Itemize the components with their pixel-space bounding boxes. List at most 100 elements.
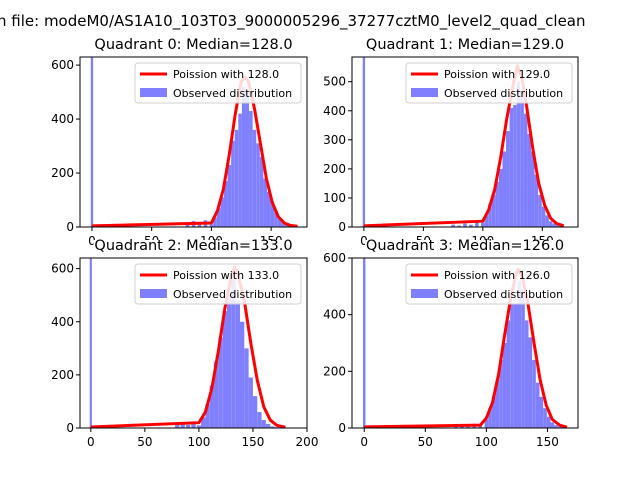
histogram-bar <box>488 203 492 227</box>
y-tick-label: 0 <box>338 220 346 234</box>
axes-frame <box>351 56 579 228</box>
histogram-bar <box>550 422 555 428</box>
histogram-bar <box>488 408 492 428</box>
axes-frame <box>351 257 579 429</box>
legend-bar-swatch <box>140 289 167 298</box>
histogram-bar <box>457 225 461 227</box>
histogram-bar <box>554 425 558 428</box>
histogram-bar <box>185 424 191 428</box>
y-tick-label: 400 <box>51 315 74 329</box>
x-tick-label: 100 <box>475 435 498 449</box>
histogram-bar <box>475 221 479 227</box>
histogram-bar <box>484 419 489 428</box>
legend: Poission with 129.0 Observed distribution <box>405 62 573 104</box>
histogram-bar <box>534 174 539 227</box>
histogram-bar <box>266 191 271 227</box>
x-tick-label: 0 <box>360 435 368 449</box>
histogram-bar <box>557 426 562 428</box>
histogram-bar <box>513 303 518 428</box>
legend-label: Observed distribution <box>444 87 563 100</box>
y-tick-label: 200 <box>323 364 346 378</box>
legend-label: Poission with 126.0 <box>444 269 550 282</box>
histogram-bar <box>506 131 510 227</box>
histogram-bar <box>89 258 92 428</box>
histogram-bar <box>552 223 556 227</box>
legend-bar-swatch <box>140 88 167 97</box>
histogram-bar <box>90 57 94 227</box>
legend-bar-swatch <box>411 289 438 298</box>
histogram-bar <box>532 360 536 428</box>
legend-box <box>134 62 302 104</box>
quadrant-title: Quadrant 2: Median=133.0 <box>94 238 292 254</box>
histogram-bar <box>261 420 266 428</box>
y-tick-label: 200 <box>51 166 74 180</box>
x-tick-label: 150 <box>241 435 264 449</box>
x-tick-label: 50 <box>137 435 152 449</box>
x-tick-label: 0 <box>360 234 368 248</box>
histogram-bar <box>191 421 196 428</box>
y-tick-label: 500 <box>323 75 346 89</box>
histogram-bar <box>481 222 485 227</box>
y-tick-label: 200 <box>323 162 346 176</box>
histogram-bar <box>235 300 240 428</box>
histogram-bar <box>256 143 260 227</box>
title-backing <box>93 39 294 52</box>
x-tick-label: 100 <box>187 435 210 449</box>
histogram-bar <box>521 289 525 428</box>
histogram-bar <box>463 223 467 227</box>
histogram-bar <box>524 320 529 428</box>
histogram-bar <box>543 408 547 428</box>
histogram-bar <box>466 425 470 428</box>
histogram-bar <box>205 404 210 428</box>
histogram-bar <box>197 223 202 227</box>
histogram-bar <box>517 280 522 428</box>
histogram-bar <box>239 321 245 428</box>
histogram-bar <box>218 337 223 428</box>
histogram-bar <box>214 361 219 428</box>
histogram-bar <box>265 424 271 428</box>
y-tick-label: 400 <box>323 104 346 118</box>
histogram-bar <box>539 396 544 428</box>
histogram-bar <box>216 208 221 227</box>
histogram-bar <box>234 129 239 227</box>
histogram-bar <box>535 382 540 428</box>
y-tick-label: 0 <box>338 421 346 435</box>
histogram-bar <box>513 104 517 227</box>
title-backing <box>93 240 294 253</box>
histogram-bar <box>277 218 282 227</box>
histogram-bar <box>220 197 224 227</box>
histogram-bar <box>498 168 503 227</box>
title-backing <box>364 240 566 253</box>
title-backing <box>364 39 566 52</box>
y-tick-label: 100 <box>323 191 346 205</box>
legend: Poission with 128.0 Observed distribution <box>134 62 302 104</box>
histogram-bar <box>499 360 503 428</box>
histogram-bar <box>548 221 553 227</box>
histogram-bar <box>231 271 236 428</box>
histogram-bar <box>509 107 514 227</box>
histogram-bar <box>495 379 500 428</box>
x-tick-label: 200 <box>296 435 319 449</box>
legend: Poission with 126.0 Observed distribution <box>405 263 573 305</box>
histogram-bar <box>249 110 253 227</box>
histogram-bar <box>484 215 489 227</box>
histogram-bar <box>259 156 264 227</box>
y-tick-label: 600 <box>51 262 74 276</box>
histogram-bar <box>252 129 257 227</box>
x-tick-label: 0 <box>87 435 95 449</box>
legend-box <box>405 263 573 305</box>
histogram-bar <box>520 90 524 228</box>
histogram-bar <box>516 81 521 227</box>
histogram-bar <box>546 416 551 428</box>
y-tick-label: 300 <box>323 133 346 147</box>
quadrant-title: Quadrant 1: Median=129.0 <box>366 37 564 53</box>
legend: Poission with 133.0 Observed distribution <box>134 263 302 305</box>
histogram-bar <box>502 343 507 428</box>
histogram-bar <box>531 151 535 227</box>
histogram-bar <box>555 225 560 227</box>
y-tick-label: 200 <box>51 368 74 382</box>
histogram-bar <box>213 217 217 227</box>
quadrant-panels: 0 50 100 150 0 200 400 600 Quadrant 0: Median=12… <box>51 37 579 449</box>
histogram-bar <box>263 178 267 227</box>
